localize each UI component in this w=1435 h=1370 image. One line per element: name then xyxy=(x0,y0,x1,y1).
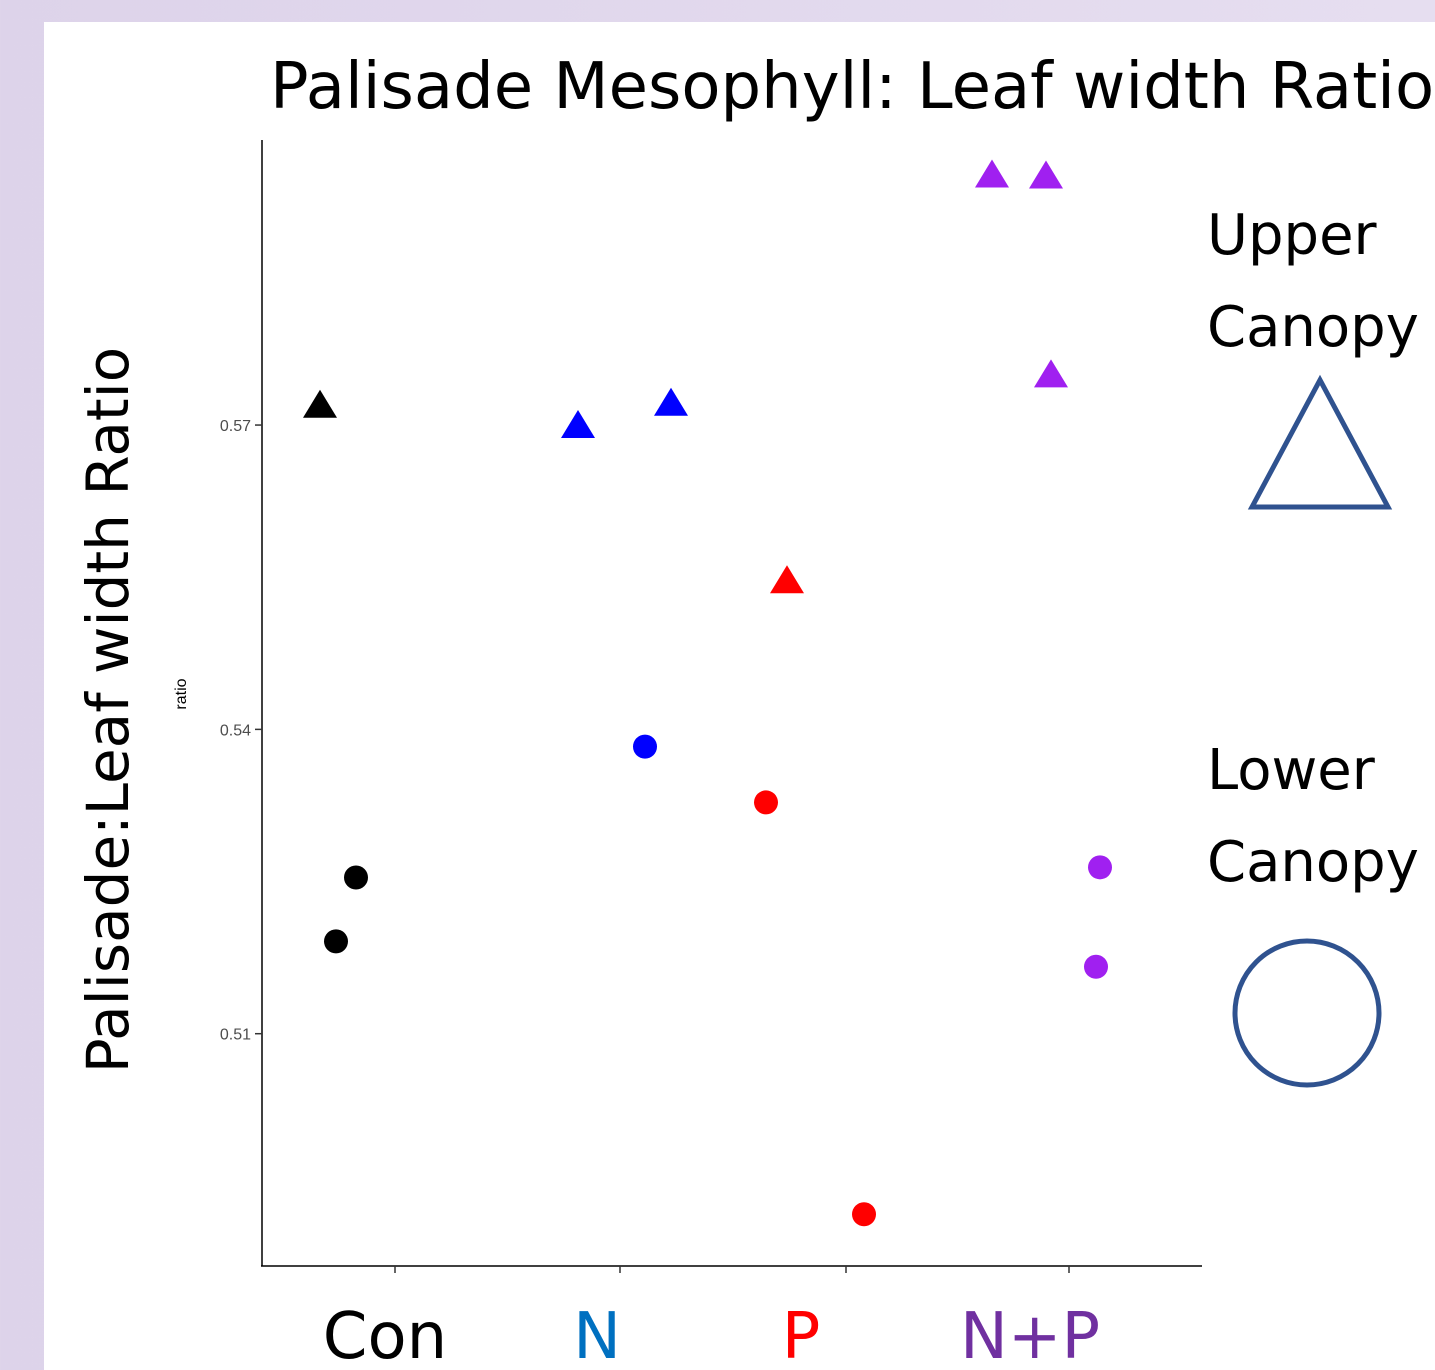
point xyxy=(1084,954,1108,979)
point xyxy=(1088,855,1112,880)
x-tick-label: N xyxy=(573,1300,621,1370)
legend-label: Lower Canopy xyxy=(1207,738,1419,895)
y-tick-label: 0.57 xyxy=(220,418,251,435)
y-label: Palisade:Leaf width Ratio xyxy=(74,347,142,1074)
point xyxy=(852,1202,876,1227)
point xyxy=(1029,160,1063,189)
panel xyxy=(44,22,1435,1370)
x-tick-label: Con xyxy=(323,1300,447,1370)
legend-label: Upper Canopy xyxy=(1207,203,1419,360)
point xyxy=(561,410,595,439)
chart-title: Palisade Mesophyll: Leaf width Ratio xyxy=(270,50,1434,124)
point xyxy=(770,565,804,594)
x-tick-label: N+P xyxy=(960,1300,1100,1370)
point xyxy=(324,929,348,954)
legend-marker xyxy=(1247,374,1393,510)
point xyxy=(754,790,778,815)
point xyxy=(303,389,337,418)
point xyxy=(1034,359,1068,388)
y-tick-label: 0.54 xyxy=(220,722,251,739)
y-tick-label: 0.51 xyxy=(220,1027,251,1044)
x-tick-label: P xyxy=(782,1300,821,1370)
y-axis-title: ratio xyxy=(173,678,190,709)
point xyxy=(633,734,657,759)
point xyxy=(344,865,368,890)
point xyxy=(975,159,1009,188)
point xyxy=(654,387,688,416)
legend-marker xyxy=(1232,938,1382,1088)
